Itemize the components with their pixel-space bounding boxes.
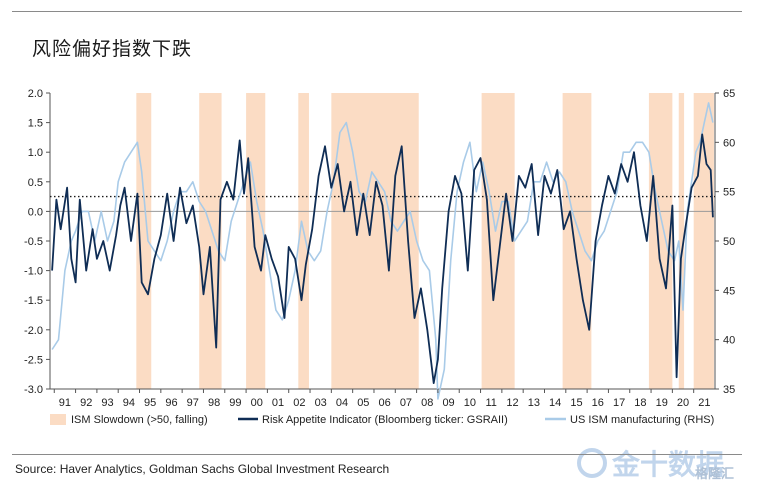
left-tick-label: 0.5 <box>28 177 43 189</box>
right-tick-label: 45 <box>723 285 735 297</box>
legend-label-ism: US ISM manufacturing (RHS) <box>570 414 714 426</box>
page-title: 风险偏好指数下跌 <box>32 38 193 60</box>
x-tick-label: 05 <box>357 397 369 409</box>
x-tick-label: 16 <box>592 397 604 409</box>
right-tick-label: 35 <box>723 384 735 396</box>
shaded-period-6 <box>562 93 592 389</box>
shaded-period-9 <box>693 93 714 389</box>
x-tick-label: 95 <box>144 397 156 409</box>
left-tick-label: 2.0 <box>28 88 43 100</box>
x-tick-label: 17 <box>613 397 625 409</box>
x-tick-label: 04 <box>336 397 348 409</box>
x-tick-label: 93 <box>101 397 113 409</box>
x-tick-label: 91 <box>59 397 71 409</box>
legend-label-shade: ISM Slowdown (>50, falling) <box>71 414 208 426</box>
x-tick-label: 09 <box>442 397 454 409</box>
x-tick-label: 99 <box>229 397 241 409</box>
bottom-rule <box>12 454 742 455</box>
left-tick-label: 1.0 <box>28 147 43 159</box>
left-tick-label: -2.5 <box>24 354 43 366</box>
right-tick-label: 50 <box>723 236 735 248</box>
shaded-period-0 <box>136 93 152 389</box>
legend: ISM Slowdown (>50, falling) Risk Appetite… <box>50 414 714 426</box>
x-tick-label: 98 <box>208 397 220 409</box>
watermark-logo-icon <box>577 448 607 478</box>
left-tick-label: 0.0 <box>28 206 43 218</box>
x-tick-label: 96 <box>165 397 177 409</box>
watermark-sub: 格隆汇 <box>695 466 734 482</box>
shaded-period-1 <box>199 93 222 389</box>
x-tick-label: 03 <box>315 397 327 409</box>
left-tick-label: -3.0 <box>24 384 43 396</box>
right-tick-label: 55 <box>723 187 735 199</box>
right-tick-label: 65 <box>723 88 735 100</box>
x-tick-label: 15 <box>570 397 582 409</box>
x-tick-label: 21 <box>698 397 710 409</box>
right-tick-label: 40 <box>723 335 735 347</box>
x-tick-label: 08 <box>421 397 433 409</box>
x-tick-label: 06 <box>379 397 391 409</box>
top-rule <box>12 11 742 12</box>
shaded-period-8 <box>678 93 685 389</box>
x-tick-label: 18 <box>634 397 646 409</box>
x-tick-label: 07 <box>400 397 412 409</box>
ism-line <box>51 102 714 400</box>
legend-label-risk: Risk Appetite Indicator (Bloomberg ticke… <box>262 414 508 426</box>
x-tick-label: 11 <box>485 397 496 409</box>
x-tick-label: 92 <box>80 397 92 409</box>
x-tick-label: 02 <box>293 397 305 409</box>
left-tick-label: 1.5 <box>28 118 43 130</box>
shaded-period-2 <box>246 93 266 389</box>
source-note: Source: Haver Analytics, Goldman Sachs G… <box>15 462 390 476</box>
x-tick-label: 97 <box>187 397 199 409</box>
shaded-period-5 <box>481 93 515 389</box>
x-tick-label: 20 <box>677 397 689 409</box>
shaded-period-3 <box>298 93 309 389</box>
x-tick-label: 00 <box>251 397 263 409</box>
left-tick-label: -0.5 <box>24 236 43 248</box>
left-tick-label: -2.0 <box>24 325 43 337</box>
x-tick-label: 19 <box>656 397 668 409</box>
right-tick-label: 60 <box>723 137 735 149</box>
watermark-brand: 金十数据 <box>611 448 724 481</box>
x-tick-label: 01 <box>272 397 284 409</box>
left-tick-label: -1.0 <box>24 266 43 278</box>
shaded-period-4 <box>331 93 419 389</box>
risk-appetite-line <box>51 133 714 385</box>
x-tick-label: 12 <box>506 397 518 409</box>
x-tick-label: 13 <box>528 397 540 409</box>
shaded-period-7 <box>648 93 673 389</box>
x-tick-label: 10 <box>464 397 476 409</box>
left-tick-label: -1.5 <box>24 295 43 307</box>
x-tick-label: 94 <box>123 397 135 409</box>
legend-swatch-shade <box>50 414 66 425</box>
x-tick-label: 14 <box>549 397 561 409</box>
